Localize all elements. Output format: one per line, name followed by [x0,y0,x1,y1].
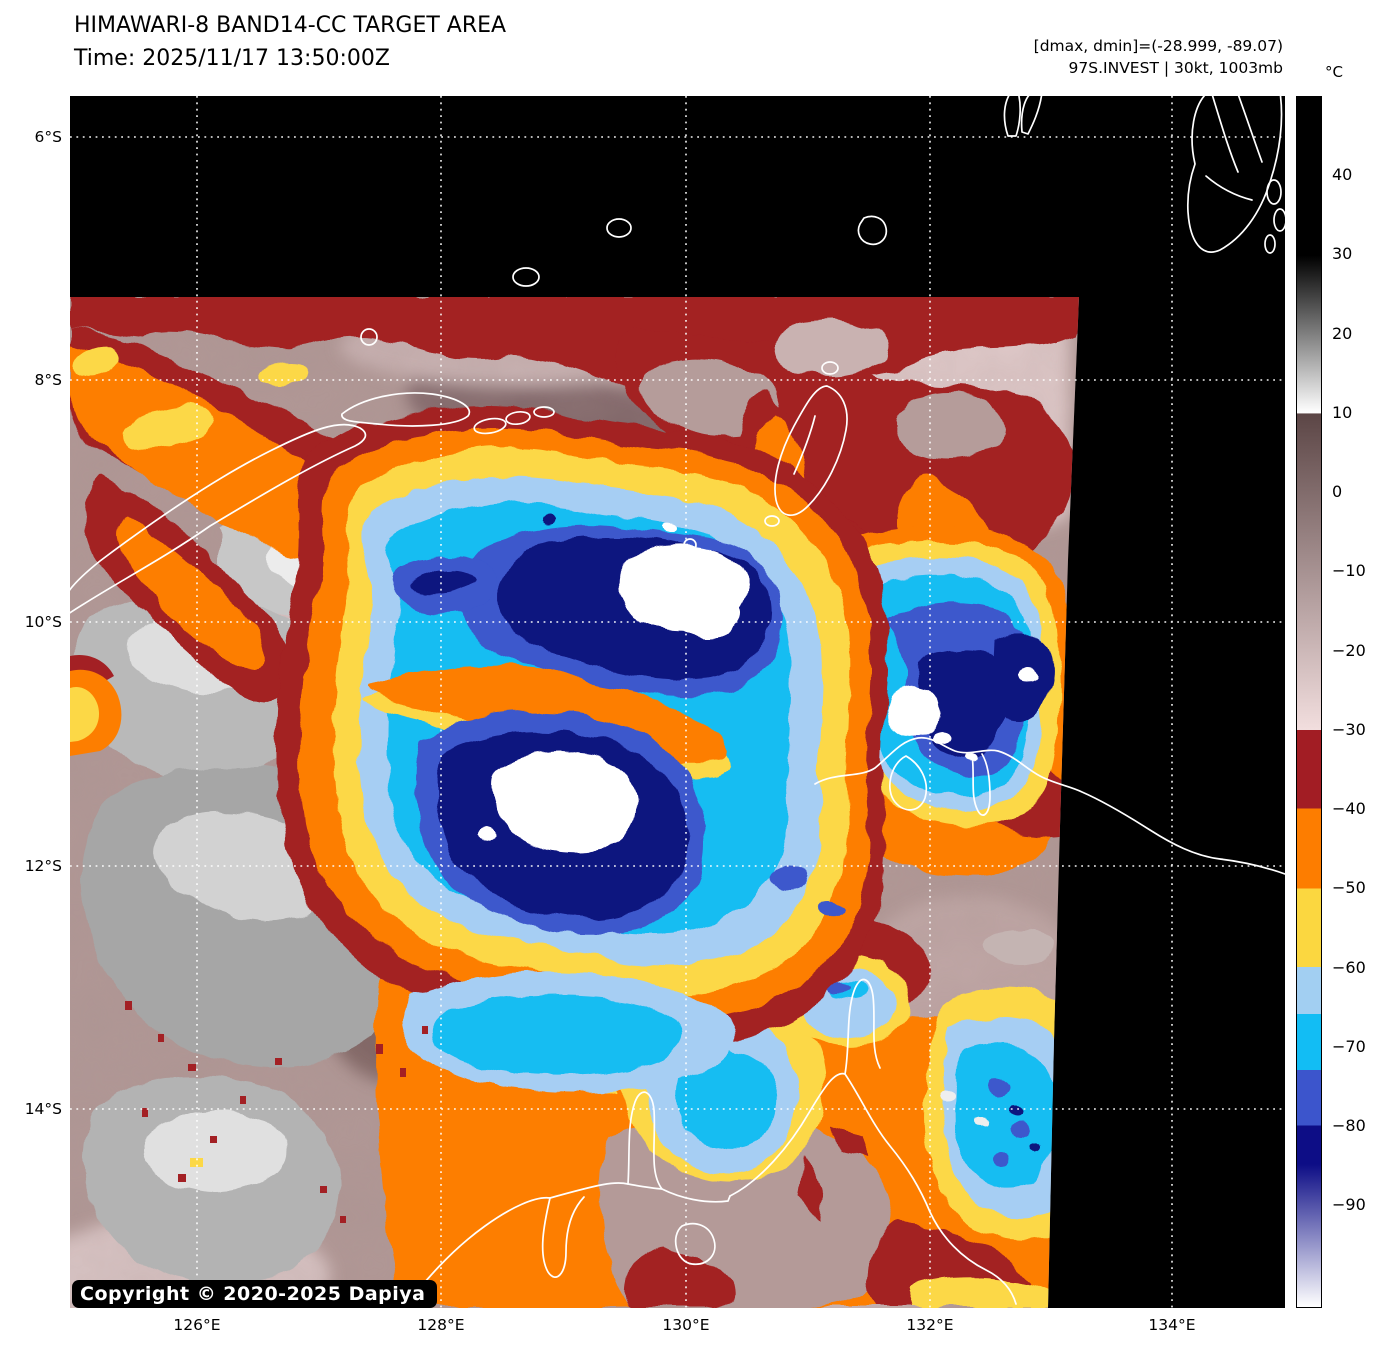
lon-tick-134e: 134°E [1148,1316,1196,1334]
latlon-grid [70,96,1285,1308]
lat-tick-6s: 6°S [34,128,62,146]
map-canvas [70,96,1285,1308]
cbar-tick-m40: −40 [1332,799,1366,818]
lat-tick-12s: 12°S [24,857,62,875]
dmax-dmin-annotation: [dmax, dmin]=(-28.999, -89.07) [1033,37,1283,55]
cbar-tick-20: 20 [1332,324,1353,343]
lon-tick-128e: 128°E [417,1316,465,1334]
colorbar-unit-label: °C [1325,63,1343,81]
cbar-tick-30: 30 [1332,244,1353,263]
cbar-tick-m70: −70 [1332,1037,1366,1056]
lat-tick-8s: 8°S [34,371,62,389]
cbar-tick-m20: −20 [1332,641,1366,660]
lon-tick-126e: 126°E [173,1316,221,1334]
satellite-map-svg [70,96,1285,1308]
cbar-tick-0: 0 [1332,482,1343,501]
cbar-tick-m80: −80 [1332,1116,1366,1135]
timestamp: Time: 2025/11/17 13:50:00Z [74,46,390,71]
storm-info-annotation: 97S.INVEST | 30kt, 1003mb [1068,59,1283,77]
cbar-tick-m50: −50 [1332,878,1366,897]
cbar-tick-m60: −60 [1332,958,1366,977]
cbar-tick-10: 10 [1332,403,1353,422]
lat-tick-14s: 14°S [24,1100,62,1118]
data-swath-layer [70,297,1079,1308]
copyright-badge: Copyright © 2020-2025 Dapiya [72,1280,438,1308]
cbar-tick-m30: −30 [1332,720,1366,739]
west-edge-features [70,654,428,1223]
cbar-tick-m90: −90 [1332,1195,1366,1214]
cbar-tick-m10: −10 [1332,561,1366,580]
coastlines-layer [70,96,1285,1308]
lon-tick-132e: 132°E [906,1316,954,1334]
lat-tick-10s: 10°S [24,613,62,631]
cbar-tick-40: 40 [1332,165,1353,184]
page-title: HIMAWARI-8 BAND14-CC TARGET AREA [74,13,507,38]
temperature-colorbar [1296,96,1322,1308]
main-cold-cloud-complex [276,406,888,1094]
lon-tick-130e: 130°E [662,1316,710,1334]
